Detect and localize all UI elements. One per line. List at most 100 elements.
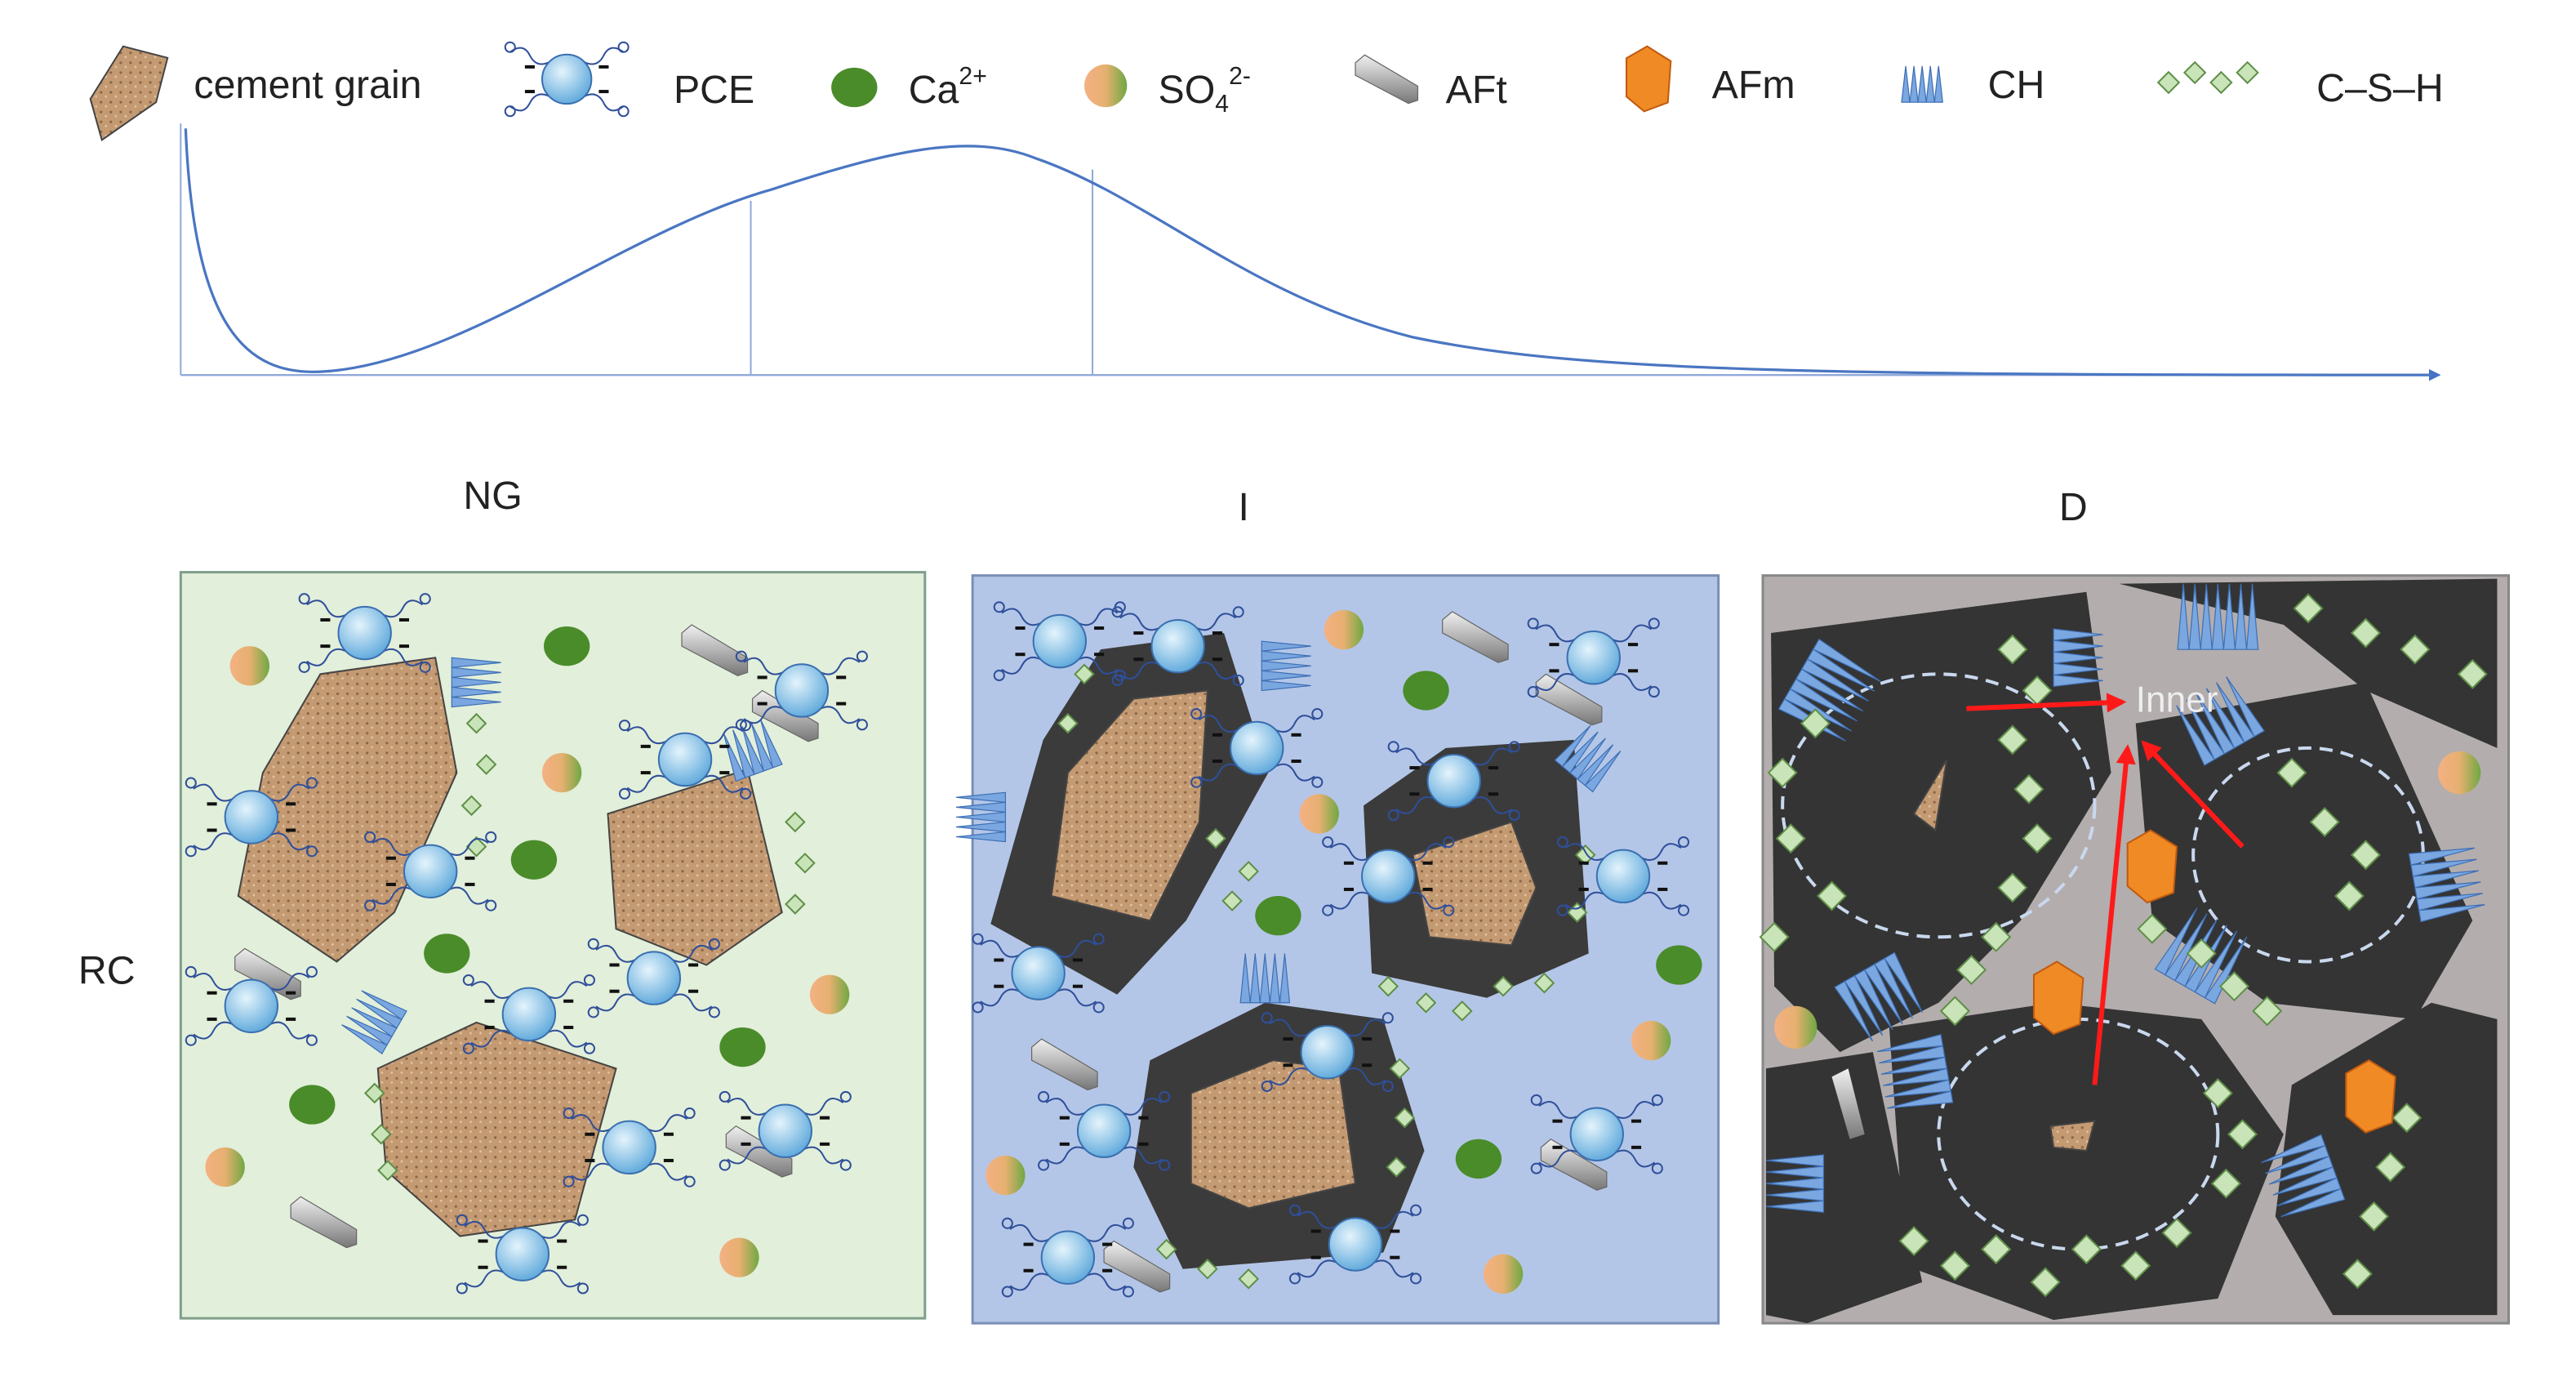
charge: [836, 675, 847, 680]
pce-chain: [1406, 843, 1447, 861]
ch-spike: [1853, 969, 1893, 1031]
ch-spike: [1554, 724, 1591, 768]
pce-chain: [1410, 1204, 1422, 1216]
csh-gel: [2334, 880, 2365, 911]
pce-chain: [1556, 904, 1568, 916]
ch-spike: [1261, 640, 1311, 652]
charge: [524, 65, 535, 69]
ch-spike: [346, 1015, 393, 1046]
pce-chain: [546, 1029, 588, 1048]
pce-chain: [683, 1175, 696, 1188]
csh-gel: [1057, 712, 1079, 734]
pce-chain: [1261, 1012, 1273, 1024]
pce-chain: [382, 599, 424, 618]
pce-chain: [456, 1282, 468, 1295]
pce-chain: [576, 1282, 589, 1295]
charge: [820, 1116, 830, 1120]
charge: [1212, 759, 1223, 764]
pce-chain: [1038, 1159, 1050, 1171]
pce-chain: [1297, 1259, 1337, 1278]
csh-gel: [794, 852, 816, 874]
pce-chain: [1119, 613, 1160, 631]
pce-chain: [647, 1114, 688, 1132]
charge: [286, 991, 296, 995]
ch-spike: [1789, 678, 1857, 722]
charge: [385, 856, 396, 860]
charge: [1343, 887, 1354, 891]
charge: [385, 882, 396, 886]
pce-chain: [1395, 796, 1436, 814]
ch-spike: [2164, 913, 2208, 982]
charge: [563, 999, 574, 1003]
pce-chain: [1329, 891, 1371, 910]
pce-chain: [1395, 747, 1436, 766]
pce-chain: [485, 831, 497, 844]
ch-spike: [2268, 1155, 2334, 1185]
pce-chain: [703, 774, 744, 793]
pce-core: [495, 1227, 550, 1281]
charge: [1283, 1063, 1293, 1067]
charge: [1138, 1142, 1149, 1146]
charge: [207, 828, 217, 832]
pce-chain: [735, 719, 747, 731]
ch-spike: [1834, 980, 1874, 1042]
pce-chain: [504, 41, 516, 53]
pce-chain: [269, 783, 310, 802]
sulfate-ion: [1631, 1020, 1671, 1061]
ch-spike: [1765, 1154, 1825, 1167]
charge: [609, 989, 620, 993]
ch-spike: [2194, 930, 2238, 999]
pce-molecule: [1387, 741, 1520, 822]
charge: [478, 1265, 488, 1269]
ch-spike: [1261, 660, 1311, 672]
calcium-ion: [719, 1027, 766, 1067]
aft-crystal: [1540, 1139, 1608, 1191]
sulfate-ion: [985, 1155, 1026, 1196]
pce-chain: [1232, 674, 1244, 687]
legend-label: PCE: [674, 68, 754, 112]
charge: [1578, 887, 1589, 891]
csh-gel: [2156, 70, 2181, 95]
hydration-front: [1781, 672, 2097, 939]
pce-molecule: [618, 720, 752, 800]
pce-chain: [583, 47, 625, 65]
csh-gel: [1238, 861, 1260, 882]
pce-chain: [305, 777, 318, 789]
ch-crystal: [955, 791, 1007, 843]
charge: [557, 1265, 567, 1269]
charge: [478, 1239, 488, 1243]
sulfate-ion: [205, 1147, 245, 1188]
cement-grain: [1050, 689, 1208, 922]
pce-chain: [1373, 1210, 1414, 1229]
pce-chain: [1651, 1094, 1663, 1106]
ch-spike: [1577, 744, 1614, 787]
charge: [688, 963, 699, 967]
pce-chain: [647, 1162, 688, 1181]
legend-label: CH: [1988, 63, 2045, 107]
pce-chain: [727, 1146, 767, 1165]
ch-crystal: [2408, 847, 2485, 923]
pce-chain: [1195, 662, 1237, 680]
charge: [820, 1142, 830, 1146]
charge: [1343, 861, 1354, 865]
pce-chain: [626, 726, 667, 745]
pce-chain: [185, 1034, 197, 1046]
pce-chain: [504, 105, 516, 118]
ch-spike: [1261, 670, 1311, 682]
pce-chain: [364, 899, 376, 911]
charge: [836, 702, 847, 706]
charge: [1628, 669, 1639, 673]
pce-chain: [509, 93, 550, 112]
pce-chain: [193, 832, 234, 851]
ch-crystal: [723, 719, 783, 782]
ch-spike: [2265, 1144, 2330, 1174]
pce-chain: [1009, 1223, 1050, 1242]
charge: [609, 963, 620, 967]
ch-spike: [1806, 648, 1875, 692]
pce-chain: [1527, 686, 1539, 698]
charge: [286, 1017, 296, 1021]
charge: [1023, 1268, 1034, 1272]
ch-spike: [2177, 583, 2190, 650]
ch-spike: [2176, 705, 2215, 766]
csh-gel: [1997, 634, 2028, 665]
